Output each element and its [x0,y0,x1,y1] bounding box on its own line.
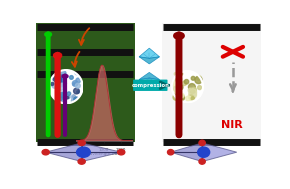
Text: compression: compression [131,83,169,88]
FancyBboxPatch shape [133,80,168,91]
Bar [36,23,135,142]
Polygon shape [139,48,160,58]
Polygon shape [139,72,160,80]
Bar [162,23,261,142]
Polygon shape [139,57,160,64]
Text: NIR: NIR [221,120,243,129]
Polygon shape [139,78,160,88]
